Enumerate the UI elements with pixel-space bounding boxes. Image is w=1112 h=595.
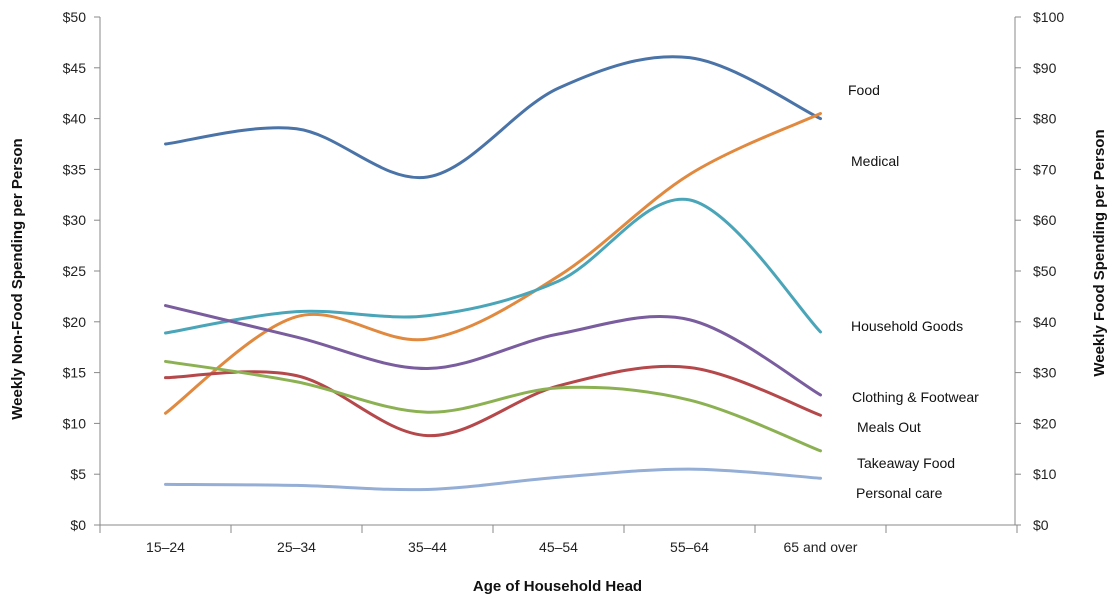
y2-tick-label: $0 (1033, 517, 1049, 533)
y2-tick-label: $30 (1033, 365, 1057, 381)
y2-tick-label: $20 (1033, 415, 1057, 431)
series-label-clothing-footwear: Clothing & Footwear (852, 389, 979, 405)
y-tick-label: $20 (63, 314, 87, 330)
y-tick-label: $40 (63, 111, 87, 127)
series-label-meals-out: Meals Out (857, 419, 921, 435)
x-axis-title: Age of Household Head (473, 578, 642, 595)
series-labels: Food Medical Household Goods Clothing & Foo… (848, 82, 979, 501)
series-label-medical: Medical (851, 153, 899, 169)
series-label-personal-care: Personal care (856, 485, 943, 501)
y2-tick-label: $10 (1033, 466, 1057, 482)
x-tick-label: 55–64 (670, 539, 709, 555)
y-tick-label: $10 (63, 415, 87, 431)
y2-tick-label: $90 (1033, 60, 1057, 76)
y-tick-label: $45 (63, 60, 87, 76)
y2-tick-label: $80 (1033, 111, 1057, 127)
y-tick-label: $30 (63, 212, 87, 228)
x-tick-label: 35–44 (408, 539, 447, 555)
x-tick-label: 15–24 (146, 539, 185, 555)
x-tick-label: 65 and over (784, 539, 858, 555)
series-line-takeaway-food (164, 359, 822, 453)
series-line-meals-out (164, 364, 822, 438)
series-line-medical (164, 112, 822, 415)
y2-tick-label: $60 (1033, 212, 1057, 228)
series-label-takeaway-food: Takeaway Food (857, 455, 955, 471)
y-tick-label: $0 (70, 517, 86, 533)
y-tick-label: $25 (63, 263, 87, 279)
series-line-household-goods (164, 197, 822, 335)
series-label-household-goods: Household Goods (851, 318, 963, 334)
y2-tick-label: $50 (1033, 263, 1057, 279)
x-tick-label: 45–54 (539, 539, 578, 555)
y-tick-label: $15 (63, 365, 87, 381)
series-label-food: Food (848, 82, 880, 98)
series-line-food (164, 55, 822, 180)
y-tick-label: $35 (63, 161, 87, 177)
x-tick-label: 25–34 (277, 539, 316, 555)
y-tick-label: $5 (70, 466, 86, 482)
series-layer (164, 55, 822, 492)
series-line-personal-care (164, 467, 822, 492)
y2-tick-label: $70 (1033, 161, 1057, 177)
y2-tick-label: $100 (1033, 9, 1064, 25)
y2-axis-title: Weekly Food Spending per Person (1091, 129, 1108, 376)
y-tick-label: $50 (63, 9, 87, 25)
y-axis-title: Weekly Non-Food Spending per Person (9, 138, 26, 419)
axes: $0 $5 $10 $15 $20 $25 $30 $35 $40 $45 $50 $0 $10 $20 $… (63, 9, 1065, 555)
y2-tick-label: $40 (1033, 314, 1057, 330)
series-line-clothing-footwear (164, 304, 822, 397)
